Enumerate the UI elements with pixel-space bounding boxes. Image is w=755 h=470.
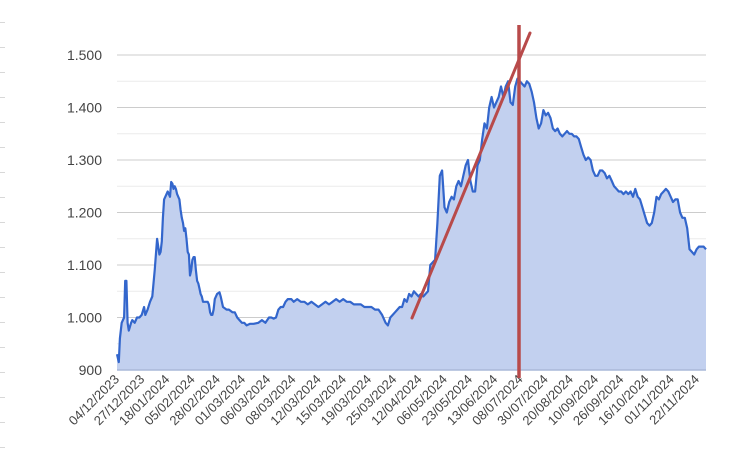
trend-line-annotation (410, 31, 532, 320)
edge-tick (0, 247, 5, 248)
edge-tick (0, 422, 5, 423)
edge-tick (0, 97, 5, 98)
y-tick-label: 1.400 (67, 100, 102, 116)
edge-tick (0, 47, 5, 48)
edge-tick (0, 322, 5, 323)
y-tick-label: 1.000 (67, 310, 102, 326)
edge-tick (0, 447, 5, 448)
series-line (115, 77, 707, 364)
edge-tick (0, 297, 5, 298)
y-axis-labels: 900 1.000 1.100 1.200 1.300 1.400 1.500 (67, 47, 102, 378)
edge-tick (0, 372, 5, 373)
x-axis-labels: 04/12/202327/12/202318/01/202405/02/2024… (65, 372, 702, 429)
edge-tick (0, 222, 5, 223)
area-fill (117, 78, 706, 370)
y-tick-label: 1.100 (67, 257, 102, 273)
edge-tick (0, 72, 5, 73)
y-tick-label: 1.500 (67, 47, 102, 63)
edge-tick (0, 272, 5, 273)
left-edge-ticks (0, 0, 8, 470)
edge-tick (0, 122, 5, 123)
y-tick-label: 1.200 (67, 205, 102, 221)
edge-tick (0, 397, 5, 398)
edge-tick (0, 22, 5, 23)
y-tick-label: 1.300 (67, 152, 102, 168)
edge-tick (0, 197, 5, 198)
edge-tick (0, 172, 5, 173)
edge-tick (0, 347, 5, 348)
y-tick-label: 900 (79, 362, 103, 378)
edge-tick (0, 147, 5, 148)
